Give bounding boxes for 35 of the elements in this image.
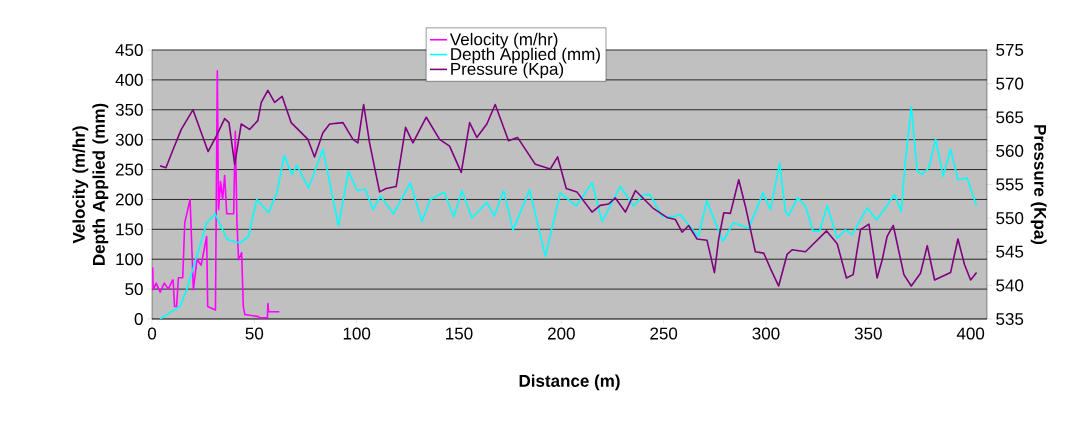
y-tick-label: 250: [115, 163, 143, 176]
y2-tick-label: 550: [996, 212, 1024, 225]
line-series: [159, 105, 978, 319]
y2-tick-label: 535: [996, 312, 1024, 326]
line-series: [152, 70, 281, 319]
y2-tick-label: 575: [996, 44, 1024, 56]
y-tick-label: 0: [134, 312, 143, 326]
y2-tick-label: 560: [996, 144, 1024, 157]
y-tick-label: 400: [115, 73, 143, 86]
y2-tick-label: 570: [996, 77, 1024, 90]
y-tick-label: 450: [115, 43, 143, 57]
legend-label: Velocity (m/hr): [449, 32, 558, 49]
y2-tick-label: 555: [996, 178, 1024, 191]
y-tick-label: 50: [125, 283, 143, 296]
y2-tick-label: 565: [996, 111, 1024, 124]
x-tick-label: 150: [446, 327, 473, 340]
line-series: [159, 89, 978, 287]
y-tick-label: 300: [115, 133, 143, 146]
x-tick-label: 50: [245, 327, 264, 340]
y-tick-label: 350: [115, 103, 143, 116]
y-tick-label: 150: [116, 223, 143, 236]
x-tick-label: 350: [854, 327, 882, 340]
x-tick-label: 300: [752, 327, 780, 340]
y-axis-title: Velocity (m/hr) Depth Applied (mm): [72, 103, 109, 266]
x-tick-label: 100: [343, 327, 371, 340]
y2-tick-label: 545: [996, 245, 1024, 258]
x-tick-label: 250: [650, 327, 678, 340]
y2-tick-label: 540: [996, 279, 1024, 292]
x-tick-label: 0: [147, 327, 157, 340]
x-axis-title: Distance (m): [519, 374, 620, 391]
y2-axis-title: Pressure (Kpa): [1030, 125, 1047, 245]
x-tick-label: 400: [956, 327, 985, 340]
x-tick-label: 200: [548, 327, 575, 340]
y-tick-label: 200: [115, 193, 143, 206]
y-tick-label: 100: [116, 253, 143, 266]
